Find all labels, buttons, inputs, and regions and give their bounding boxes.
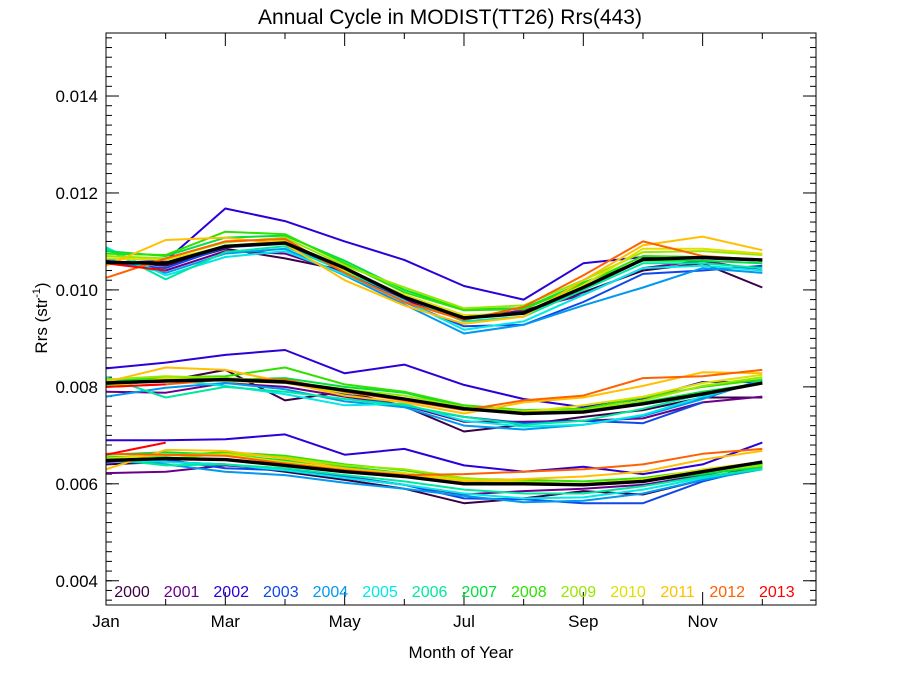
series-upper-2008: [105, 230, 763, 312]
year-legend: 2000 2001 2002 2003 2004 2005 2006 2007 2008 2009…: [114, 584, 794, 601]
y-axis-label-close: ): [32, 282, 51, 288]
series-lower-2012: [105, 447, 763, 477]
series-middle-2013: [105, 383, 166, 388]
legend-year-2009: 2009: [561, 584, 597, 601]
legend-year-2003: 2003: [263, 584, 299, 601]
legend-year-2011: 2011: [660, 584, 695, 601]
x-tick-label-4: Sep: [568, 612, 598, 631]
x-axis-ticks: Jan Mar May Jul Sep Nov: [92, 33, 763, 631]
series-middle-2009: [105, 375, 763, 413]
legend-year-2013: 2013: [759, 584, 795, 601]
x-tick-label-1: Mar: [211, 612, 241, 631]
y-tick-label-3: 0.010: [55, 281, 98, 300]
legend-year-2008: 2008: [511, 584, 547, 601]
y-axis-ticks: 0.004 0.006 0.008 0.010 0.012 0.014: [55, 37, 816, 601]
legend-year-2001: 2001: [164, 584, 200, 601]
series-lower-2006: [105, 457, 763, 495]
x-tick-label-2: May: [329, 612, 362, 631]
legend-year-2007: 2007: [461, 584, 497, 601]
series-middle-2008: [105, 366, 763, 412]
legend-year-2005: 2005: [362, 584, 398, 601]
series-layer: [105, 207, 763, 505]
legend-year-2010: 2010: [610, 584, 646, 601]
legend-year-2000: 2000: [114, 584, 150, 601]
series-upper-2002: [105, 207, 763, 301]
y-axis-label-superscript: -1: [31, 288, 43, 298]
y-tick-label-0: 0.004: [55, 572, 98, 591]
x-tick-label-5: Nov: [688, 612, 719, 631]
mean-line-upper: [105, 241, 763, 320]
plot-frame: [105, 32, 817, 606]
legend-year-2006: 2006: [412, 584, 448, 601]
series-middle-2004: [105, 378, 763, 431]
series-lower-2013: [105, 441, 166, 456]
series-middle-2006: [105, 376, 763, 426]
y-tick-label-1: 0.006: [55, 475, 98, 494]
mean-layer: [105, 241, 763, 487]
series-upper-2007: [105, 234, 763, 311]
mean-line-middle: [105, 377, 763, 416]
x-tick-label-0: Jan: [92, 612, 119, 631]
legend-year-2002: 2002: [213, 584, 249, 601]
series-middle-2005: [105, 378, 763, 428]
legend-year-2004: 2004: [313, 584, 349, 601]
y-tick-label-5: 0.014: [55, 87, 98, 106]
mean-line-lower: [105, 456, 763, 487]
chart-title: Annual Cycle in MODIST(TT26) Rrs(443): [258, 6, 642, 29]
x-axis-label: Month of Year: [409, 643, 514, 662]
series-middle-2011: [105, 366, 763, 415]
series-lower-2011: [105, 448, 763, 483]
y-tick-label-4: 0.012: [55, 184, 98, 203]
series-middle-2000: [105, 368, 763, 433]
y-axis-label: Rrs (str-1): [31, 282, 51, 353]
series-upper-2013: [105, 262, 166, 272]
series-upper-2012: [105, 238, 763, 321]
y-axis-label-main: Rrs (str: [32, 298, 51, 354]
legend-year-2012: 2012: [709, 584, 745, 601]
series-lower-2002: [106, 433, 763, 476]
x-tick-label-3: Jul: [453, 612, 475, 631]
series-lower-2004: [105, 459, 763, 504]
y-tick-label-2: 0.008: [55, 378, 98, 397]
